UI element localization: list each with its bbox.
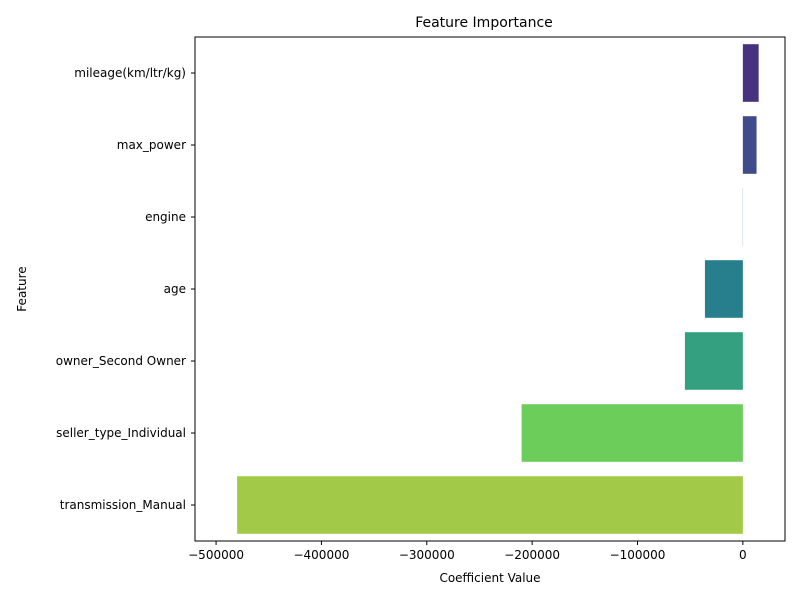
x-tick-label: −200000 [504, 548, 560, 562]
y-tick-label: mileage(km/ltr/kg) [74, 66, 186, 80]
chart-title: Feature Importance [415, 15, 553, 31]
x-tick-label: −300000 [399, 548, 455, 562]
bar-6 [237, 476, 743, 534]
bar-5 [521, 404, 743, 462]
bars [237, 44, 759, 534]
x-tick-label: −100000 [610, 548, 666, 562]
bar-3 [704, 260, 743, 318]
x-axis: −500000 −400000 −300000 −200000 −100000 0 [188, 541, 747, 562]
y-tick-label: owner_Second Owner [56, 354, 186, 368]
x-axis-title: Coefficient Value [439, 571, 540, 585]
x-tick-label: −500000 [188, 548, 244, 562]
y-tick-label: transmission_Manual [60, 498, 186, 512]
bar-0 [742, 44, 759, 102]
plot-frame [194, 36, 786, 542]
y-tick-label: engine [145, 210, 186, 224]
x-tick-label: −400000 [293, 548, 349, 562]
y-tick-label: max_power [117, 138, 186, 152]
y-axis-title: Feature [15, 266, 29, 311]
bar-1 [742, 116, 757, 174]
x-tick-label: 0 [739, 548, 747, 562]
bar-4 [684, 332, 743, 390]
y-tick-label: seller_type_Individual [56, 426, 186, 440]
y-tick-label: age [164, 282, 186, 296]
